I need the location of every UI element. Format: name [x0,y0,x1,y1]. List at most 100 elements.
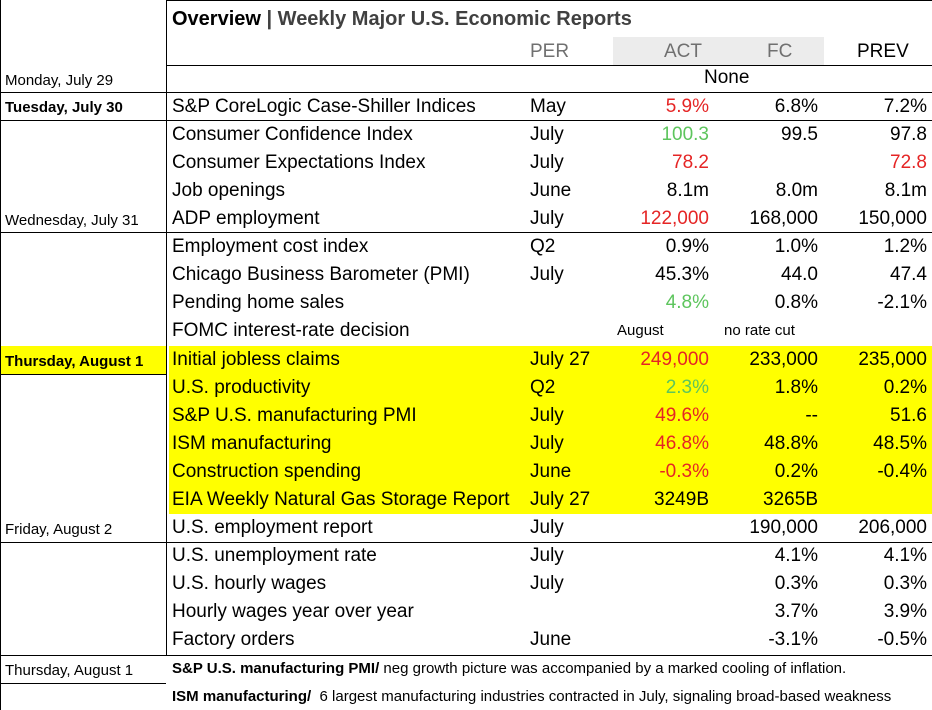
report-name: Job openings [172,180,286,201]
report-period: June [530,461,572,482]
report-previous: 7.2% [883,96,927,117]
report-name: U.S. hourly wages [172,573,327,594]
report-name: Construction spending [172,461,362,482]
report-forecast: 3.7% [774,601,818,622]
report-actual: 3249B [654,489,709,510]
report-name: Pending home sales [172,292,345,313]
table-row: Chicago Business Barometer (PMI) July 45… [169,261,932,289]
table-row: Employment cost index Q2 0.9% 1.0% 1.2% [169,233,932,261]
report-previous: 8.1m [884,180,927,201]
report-forecast: 1.8% [774,377,818,398]
header-prev: PREV [857,41,909,62]
report-actual: 249,000 [640,349,709,370]
table-row: Job openings June 8.1m 8.0m 8.1m [169,177,932,205]
report-name: U.S. employment report [172,517,373,538]
report-previous: 150,000 [858,208,927,229]
report-period: Q2 [530,377,556,398]
page-title: Overview | Weekly Major U.S. Economic Re… [172,8,632,30]
table-row: Consumer Expectations Index July 78.2 72… [169,149,932,177]
notes-divider [0,683,166,684]
table-row: U.S. hourly wages July 0.3% 0.3% [169,570,932,598]
report-actual: 46.8% [655,433,709,454]
date-monday: Monday, July 29 [5,72,114,89]
report-name: FOMC interest-rate decision [172,320,410,341]
report-forecast: 48.8% [764,433,818,454]
report-previous: -2.1% [877,292,927,313]
report-previous: 1.2% [883,236,927,257]
left-border [0,0,1,710]
report-name: Consumer Expectations Index [172,152,426,173]
date-column-border [166,0,167,656]
report-name: S&P U.S. manufacturing PMI [172,405,417,426]
report-previous: 206,000 [858,517,927,538]
header-per: PER [530,41,570,62]
report-forecast: 6.8% [774,96,818,117]
table-row: Pending home sales 4.8% 0.8% -2.1% [169,289,932,317]
report-forecast: 4.1% [774,545,818,566]
report-previous: 72.8 [890,152,927,173]
report-forecast: 190,000 [749,517,818,538]
report-name: U.S. productivity [172,377,311,398]
report-name: Consumer Confidence Index [172,124,413,145]
wednesday-divider [0,232,932,233]
report-name: Initial jobless claims [172,349,340,370]
report-actual: August [617,322,664,339]
header-fc: FC [767,41,793,62]
report-actual: 4.8% [665,292,709,313]
report-forecast: 233,000 [749,349,818,370]
report-actual: 45.3% [655,264,709,285]
report-previous: 47.4 [890,264,927,285]
table-row: Initial jobless claims July 27 249,000 2… [169,346,932,374]
monday-none-label: None [704,67,750,88]
report-previous: -0.5% [877,629,927,650]
note-ism: ISM manufacturing/ 6 largest manufacturi… [172,688,891,705]
note-pmi-text: neg growth picture was accompanied by a … [379,660,847,677]
top-border [166,0,932,1]
report-period: Q2 [530,236,556,257]
table-row: EIA Weekly Natural Gas Storage Report Ju… [169,486,932,514]
report-forecast: 1.0% [774,236,818,257]
report-actual: 49.6% [655,405,709,426]
report-forecast: -3.1% [768,629,818,650]
report-forecast: 0.3% [774,573,818,594]
note-ism-label: ISM manufacturing/ [172,688,312,705]
report-period: July [530,433,564,454]
act-fc-header-shading [613,37,824,65]
date-thursday: Thursday, August 1 [5,353,144,370]
report-previous: 235,000 [858,349,927,370]
date-thursday-notes: Thursday, August 1 [5,662,134,679]
report-name: Factory orders [172,629,295,650]
report-period: July [530,152,564,173]
report-forecast: 3265B [763,489,818,510]
report-actual: 2.3% [665,377,709,398]
report-period: July [530,545,564,566]
report-forecast: 44.0 [781,264,818,285]
table-row: S&P U.S. manufacturing PMI July 49.6% --… [169,402,932,430]
report-forecast: -- [805,405,818,426]
table-row: Hourly wages year over year 3.7% 3.9% [169,598,932,626]
date-friday: Friday, August 2 [5,521,113,538]
report-name: Chicago Business Barometer (PMI) [172,264,470,285]
thursday-divider [0,374,166,375]
report-actual: 0.9% [665,236,709,257]
table-row: ADP employment July 122,000 168,000 150,… [169,205,932,233]
report-name: U.S. unemployment rate [172,545,377,566]
report-period: July [530,517,564,538]
report-actual: 100.3 [661,124,709,145]
report-forecast: no rate cut [724,322,795,339]
report-previous: 0.2% [883,377,927,398]
report-actual: 8.1m [666,180,709,201]
report-name: ADP employment [172,208,320,229]
report-previous: 48.5% [873,433,927,454]
report-period: July [530,208,564,229]
table-row: FOMC interest-rate decision August no ra… [169,317,932,345]
table-row: U.S. unemployment rate July 4.1% 4.1% [169,542,932,570]
report-period: June [530,629,572,650]
report-period: June [530,180,572,201]
friday-divider [0,542,932,543]
date-wednesday: Wednesday, July 31 [5,212,139,229]
table-row: Construction spending June -0.3% 0.2% -0… [169,458,932,486]
thursday-date-highlight [0,346,166,374]
report-previous: 0.3% [883,573,927,594]
report-actual: 5.9% [665,96,709,117]
